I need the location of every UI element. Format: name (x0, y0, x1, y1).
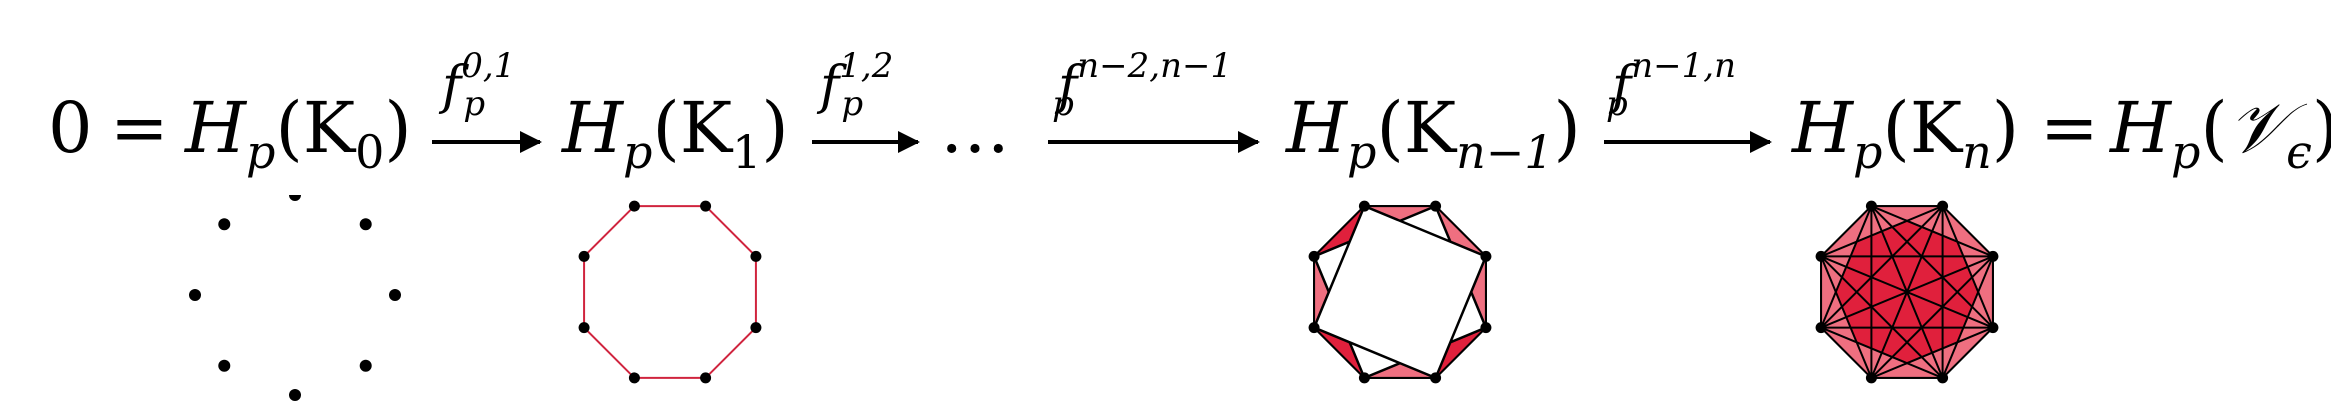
homology-k0: Hp(K0) (185, 87, 412, 179)
vertex (628, 200, 640, 212)
complete-edge (1871, 205, 1994, 258)
vertex (1430, 372, 1442, 384)
vertex (1815, 322, 1827, 334)
map-label-n2-n1: fn−2,n−1p (1052, 46, 1233, 124)
vertex (750, 322, 762, 334)
vertex (1865, 200, 1877, 212)
vertex (359, 218, 372, 231)
map-arrow-0-1 (432, 131, 542, 153)
vertex (1987, 322, 1999, 334)
equals-sign-1: = (110, 87, 169, 169)
map-arrow-n1-n (1604, 131, 1772, 153)
vertex (289, 195, 301, 201)
vertex (1358, 372, 1370, 384)
vertex (1480, 322, 1492, 334)
vertex (1815, 250, 1827, 262)
vertex (218, 359, 231, 372)
complex-kn-minus-1-triangles (1308, 200, 1492, 384)
vertex (1308, 250, 1320, 262)
homology-vietoris-rips: Hp(𝒱ϵ) (2110, 87, 2331, 179)
map-arrow-n2-n1 (1048, 131, 1260, 153)
complete-edge (1820, 205, 1873, 328)
complete-edge (1870, 205, 1944, 379)
vertex (289, 389, 301, 401)
ellipsis: … (940, 87, 1010, 169)
vertex (1358, 200, 1370, 212)
vertex (189, 289, 201, 301)
vertex (218, 218, 231, 231)
complete-edge (1820, 326, 1943, 379)
homology-kn-minus-1: Hp(Kn−1) (1286, 87, 1581, 179)
vertex (628, 372, 640, 384)
complete-edge (1870, 205, 1994, 329)
homology-kn: Hp(Kn) (1792, 87, 2020, 179)
vertex (1865, 372, 1877, 384)
vertex (578, 250, 590, 262)
vertex (700, 200, 712, 212)
octagon-edges (583, 205, 757, 379)
map-label-1-2: f1,2p (820, 46, 894, 124)
vertex (1937, 372, 1949, 384)
vertex (359, 359, 372, 372)
vertex (578, 322, 590, 334)
complex-kn-complete (1815, 200, 1999, 384)
vertex (1308, 322, 1320, 334)
map-label-n1-n: fn−1,np (1605, 46, 1736, 124)
equals-sign-2: = (2040, 87, 2099, 169)
vertex (389, 289, 401, 301)
map-arrow-1-2 (812, 131, 920, 153)
complex-k1-octagon (578, 200, 762, 384)
complete-edge (1941, 326, 1994, 379)
homology-k1: Hp(K1) (562, 87, 789, 179)
vertex (1430, 200, 1442, 212)
vertex (750, 250, 762, 262)
complete-edge (1820, 326, 1873, 379)
vertex (1937, 200, 1949, 212)
complete-edge (1820, 205, 1873, 258)
vertex (700, 372, 712, 384)
zero-term: 0 (48, 87, 93, 169)
complete-edge (1820, 256, 1873, 379)
map-label-0-1: f0,1p (442, 46, 516, 124)
complete-edge (1941, 205, 1994, 258)
complex-k0-vertices (189, 195, 401, 401)
vertex (1987, 250, 1999, 262)
filtration-sequence: 0 = Hp(K0) f0,1p Hp(K1) f1,2p … fn−2,n−1… (0, 46, 2331, 188)
vertex (1480, 250, 1492, 262)
